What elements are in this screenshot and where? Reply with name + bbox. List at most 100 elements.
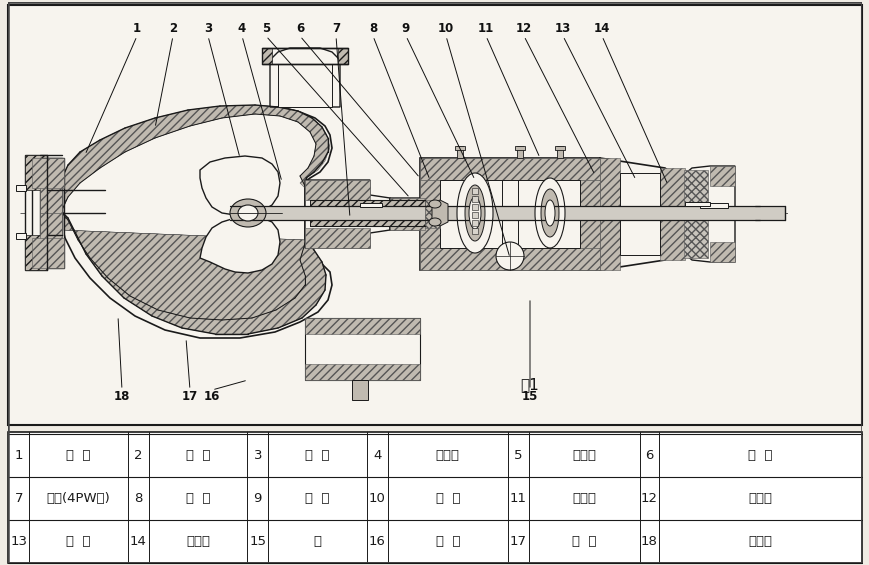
Text: 油  标: 油 标 [435, 492, 460, 505]
Ellipse shape [464, 185, 484, 241]
Bar [754, 206, 784, 220]
Text: 10: 10 [437, 21, 454, 34]
Text: 轴  承: 轴 承 [305, 492, 329, 505]
Ellipse shape [238, 205, 258, 221]
Bar [352, 380, 368, 400]
Polygon shape [62, 105, 328, 210]
Text: 7: 7 [15, 492, 23, 505]
Text: 泵  盖: 泵 盖 [66, 449, 90, 462]
Bar [32, 158, 64, 268]
Bar [32, 158, 64, 188]
Polygon shape [432, 200, 448, 226]
Text: 4: 4 [373, 449, 381, 462]
Bar [425, 208, 440, 220]
Polygon shape [305, 180, 389, 248]
Text: 6: 6 [295, 21, 304, 34]
Text: 17: 17 [182, 390, 198, 403]
Text: 12: 12 [515, 21, 532, 34]
Ellipse shape [428, 218, 441, 226]
Bar [389, 212, 425, 230]
Bar [420, 248, 600, 270]
Bar [683, 170, 707, 258]
Text: 8: 8 [134, 492, 143, 505]
Ellipse shape [468, 197, 481, 229]
Text: 1: 1 [15, 449, 23, 462]
Polygon shape [100, 107, 329, 188]
Bar [262, 48, 272, 64]
Bar [40, 213, 62, 248]
Ellipse shape [544, 200, 554, 226]
Bar [456, 146, 462, 158]
Text: 17: 17 [509, 535, 526, 548]
Text: 3: 3 [253, 449, 262, 462]
Text: 15: 15 [249, 535, 266, 548]
Bar [684, 202, 709, 206]
Bar [360, 203, 381, 207]
Text: 13: 13 [10, 535, 27, 548]
Polygon shape [200, 156, 280, 215]
Bar [389, 198, 425, 216]
Bar [472, 196, 477, 202]
Bar [454, 146, 464, 150]
Bar [305, 364, 420, 380]
Bar [709, 166, 734, 186]
Text: 轴封体: 轴封体 [435, 449, 460, 462]
Text: 15: 15 [521, 390, 538, 403]
Ellipse shape [456, 173, 493, 253]
Bar [229, 206, 760, 220]
Bar [16, 185, 26, 191]
Bar [338, 48, 348, 64]
Text: 叶  轮: 叶 轮 [305, 449, 329, 462]
Bar [16, 233, 26, 239]
Polygon shape [389, 198, 434, 230]
Bar [278, 64, 332, 107]
Bar [472, 212, 477, 218]
Text: 12: 12 [640, 492, 657, 505]
Bar [580, 180, 600, 248]
Text: 轴封盒: 轴封盒 [572, 449, 596, 462]
Text: 10: 10 [368, 492, 385, 505]
Bar [440, 180, 580, 248]
Polygon shape [680, 166, 734, 262]
Text: 8: 8 [368, 21, 376, 34]
Bar [32, 238, 64, 268]
Polygon shape [600, 158, 680, 270]
Text: 11: 11 [509, 492, 526, 505]
Text: 轴套(4PW无): 轴套(4PW无) [47, 492, 110, 505]
Ellipse shape [503, 256, 515, 268]
Text: 垫  圈: 垫 圈 [747, 449, 772, 462]
Bar [472, 220, 477, 226]
Text: 13: 13 [554, 21, 570, 34]
Polygon shape [62, 212, 326, 334]
Text: 9: 9 [254, 492, 262, 505]
Bar [309, 200, 425, 206]
Text: 16: 16 [203, 390, 220, 403]
Bar [554, 146, 564, 150]
Bar [700, 203, 727, 208]
Bar [425, 200, 440, 220]
Ellipse shape [534, 178, 564, 248]
Text: 泵  体: 泵 体 [186, 449, 210, 462]
Bar [472, 228, 477, 234]
Bar [40, 178, 62, 213]
Text: 5: 5 [514, 449, 522, 462]
Bar [472, 188, 477, 194]
Bar [305, 228, 369, 248]
Bar [514, 146, 524, 150]
Text: 密封环: 密封环 [747, 535, 772, 548]
Text: 5: 5 [262, 21, 269, 34]
Text: 2: 2 [134, 449, 143, 462]
Text: 9: 9 [401, 21, 409, 34]
Text: 14: 14 [594, 21, 609, 34]
Text: 图1: 图1 [520, 377, 539, 393]
Bar [556, 146, 562, 158]
Text: 轴: 轴 [313, 535, 322, 548]
Text: 18: 18 [640, 535, 657, 548]
Polygon shape [200, 216, 280, 273]
Bar [660, 168, 684, 260]
Ellipse shape [495, 242, 523, 270]
Bar [620, 173, 660, 255]
Text: 平  键: 平 键 [66, 535, 90, 548]
Text: 轴承盖: 轴承盖 [747, 492, 772, 505]
Ellipse shape [541, 189, 559, 237]
